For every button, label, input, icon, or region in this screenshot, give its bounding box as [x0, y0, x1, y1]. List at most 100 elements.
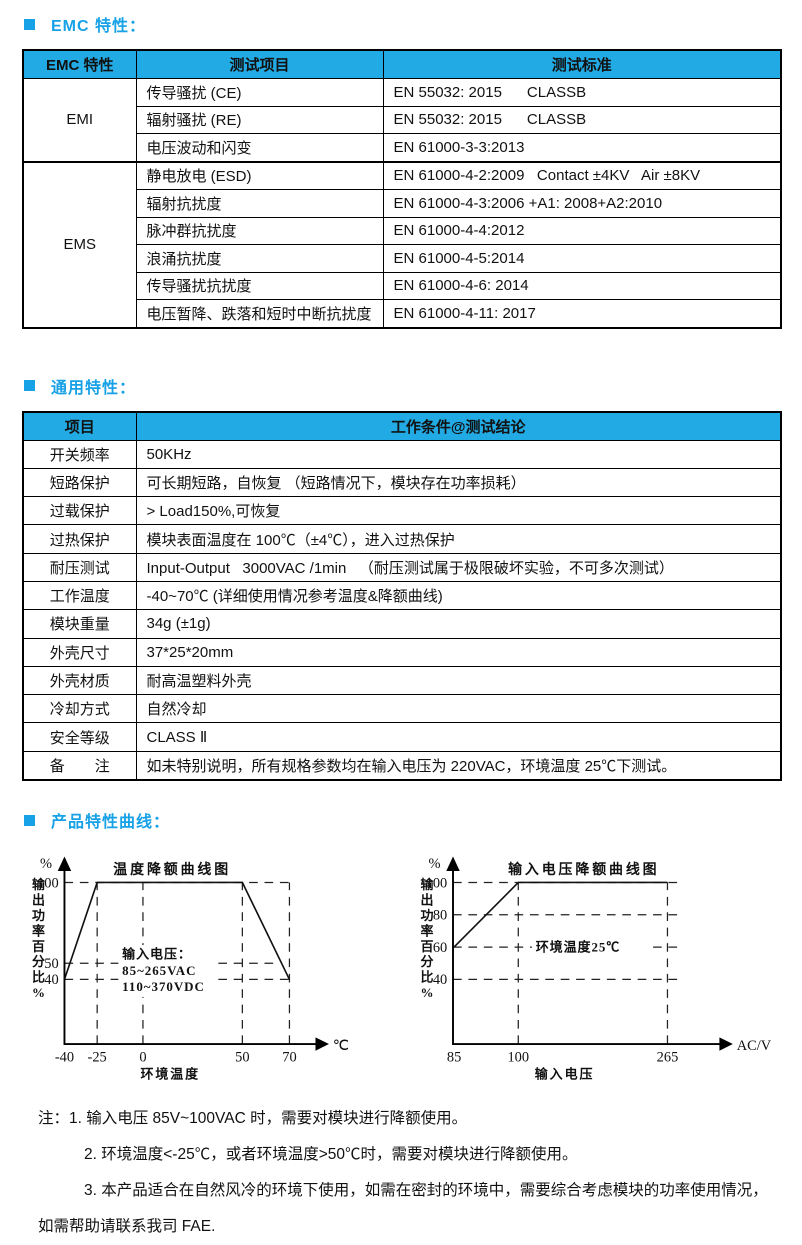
- svg-text:110~370VDC: 110~370VDC: [122, 979, 205, 994]
- square-bullet-icon: [24, 380, 35, 391]
- item-value-cell: 模块表面温度在 100℃（±4℃），进入过热保护: [135, 524, 782, 554]
- svg-text:率: 率: [32, 923, 47, 938]
- item-value-cell: > Load150%,可恢复: [135, 496, 782, 526]
- svg-text:100: 100: [426, 875, 448, 891]
- item-value-cell: 34g (±1g): [135, 609, 782, 639]
- svg-text:分: 分: [32, 954, 47, 969]
- svg-text:-25: -25: [88, 1049, 107, 1065]
- table-row: 外壳材质 耐高温塑料外壳: [22, 665, 782, 696]
- section-header-emc: EMC 特性：: [24, 12, 780, 36]
- section-general: 通用特性： 项目 工作条件@测试结论 开关频率 50KHz 短路保护 可长期短路，自恢复…: [22, 374, 782, 782]
- column-header: 测试标准: [382, 49, 782, 79]
- test-item-cell: 电压波动和闪变: [135, 133, 384, 162]
- general-table: 项目 工作条件@测试结论 开关频率 50KHz 短路保护 可长期短路，自恢复 （短路情况…: [22, 410, 782, 782]
- axis-arrow-right-icon: [315, 1037, 329, 1051]
- note-line-3: 3. 本产品适合在自然风冷的环境下使用，如需在密封的环境中，需要综合考虑模块的功…: [84, 1182, 768, 1200]
- svg-text:环境温度: 环境温度: [140, 1067, 200, 1082]
- square-bullet-icon: [24, 18, 35, 30]
- svg-text:%: %: [32, 985, 47, 1000]
- svg-text:0: 0: [139, 1049, 146, 1065]
- emc-table-header-row: EMC 特性 测试项目 测试标准: [22, 49, 782, 79]
- item-name-cell: 耐压测试: [22, 552, 137, 582]
- svg-text:265: 265: [657, 1049, 679, 1065]
- test-item-cell: 传导骚扰抗扰度: [135, 271, 384, 300]
- svg-text:功: 功: [421, 908, 436, 923]
- item-name-cell: 安全等级: [22, 722, 137, 752]
- svg-text:%: %: [421, 985, 436, 1000]
- svg-text:输入电压：: 输入电压：: [122, 947, 192, 962]
- item-name-cell: 备 注: [22, 750, 137, 781]
- table-row: 电压波动和闪变 EN 61000-3-3:2013: [23, 133, 782, 162]
- column-header: 项目: [22, 411, 137, 441]
- item-value-cell: 耐高温塑料外壳: [135, 665, 782, 696]
- item-name-cell: 过热保护: [22, 524, 137, 554]
- table-row: 脉冲群抗扰度 EN 61000-4-4:2012: [23, 216, 782, 245]
- svg-text:比: 比: [421, 970, 436, 985]
- svg-text:℃: ℃: [333, 1038, 349, 1054]
- item-name-cell: 冷却方式: [22, 694, 137, 724]
- table-row: 备 注如未特别说明，所有规格参数均在输入电压为 220VAC，环境温度 25℃下…: [22, 750, 782, 781]
- test-item-cell: 电压暂降、跌落和短时中断抗扰度: [135, 299, 384, 328]
- item-name-cell: 外壳尺寸: [22, 637, 137, 667]
- note-text-1: 1. 输入电压 85V~100VAC 时，需要对模块进行降额使用。: [69, 1110, 468, 1128]
- square-bullet-icon: [24, 814, 35, 826]
- note-line-1: 注：1. 输入电压 85V~100VAC 时，需要对模块进行降额使用。: [38, 1101, 780, 1137]
- section-curves: 产品特性曲线： 输入电压： 85~265VAC 110~370VDC 100 50 40-…: [22, 808, 780, 1095]
- svg-text:40: 40: [44, 972, 58, 988]
- svg-text:%: %: [40, 856, 52, 872]
- item-name-cell: 模块重量: [22, 609, 137, 639]
- notes-label: 注：: [38, 1110, 70, 1128]
- item-value-cell: -40~70℃ (详细使用情况参考温度&降额曲线): [135, 580, 782, 611]
- group-cell: EMS: [22, 160, 137, 328]
- test-standard-cell: EN 61000-4-4:2012: [382, 216, 782, 245]
- column-header: 工作条件@测试结论: [135, 411, 782, 441]
- svg-text:%: %: [428, 856, 440, 872]
- test-item-cell: 辐射骚扰 (RE): [135, 105, 384, 134]
- svg-text:AC/V: AC/V: [737, 1038, 772, 1054]
- item-value-cell: 自然冷却: [135, 694, 782, 724]
- table-row: 电压暂降、跌落和短时中断抗扰度 EN 61000-4-11: 2017: [23, 299, 782, 328]
- svg-text:百: 百: [421, 939, 436, 954]
- table-row: 过载保护 > Load150%,可恢复: [22, 496, 782, 526]
- svg-text:50: 50: [44, 956, 58, 972]
- svg-text:80: 80: [433, 908, 447, 924]
- general-table-header-row: 项目 工作条件@测试结论: [22, 411, 782, 441]
- section-emc: EMC 特性： EMC 特性 测试项目 测试标准 EMI 传导骚扰 (CE) EN 55…: [22, 12, 782, 329]
- emc-table: EMC 特性 测试项目 测试标准 EMI 传导骚扰 (CE) EN 55032: 201…: [22, 49, 782, 329]
- notes: 注：1. 输入电压 85V~100VAC 时，需要对模块进行降额使用。 2. 环…: [38, 1101, 780, 1245]
- svg-text:85~265VAC: 85~265VAC: [122, 963, 196, 978]
- table-row: 开关频率 50KHz: [22, 439, 782, 469]
- svg-text:率: 率: [421, 923, 436, 938]
- item-name-cell: 短路保护: [22, 467, 137, 498]
- svg-text:70: 70: [282, 1049, 296, 1065]
- svg-text:50: 50: [235, 1049, 249, 1065]
- item-name-cell: 过载保护: [22, 496, 137, 526]
- note-line-2: 2. 环境温度<-25℃，或者环境温度>50℃时，需要对模块进行降额使用。: [84, 1146, 578, 1164]
- test-standard-cell: EN 61000-4-5:2014: [382, 244, 782, 273]
- table-row: EMS 静电放电 (ESD) EN 61000-4-2:2009 Contact ±…: [22, 160, 782, 328]
- svg-text:输入电压降额曲线图: 输入电压降额曲线图: [508, 861, 659, 878]
- test-standard-cell: EN 55032: 2015 CLASSB: [382, 105, 782, 134]
- test-standard-cell: EN 61000-4-11: 2017: [382, 299, 782, 328]
- test-item-cell: 脉冲群抗扰度: [135, 216, 384, 245]
- svg-text:出: 出: [32, 893, 47, 908]
- svg-text:输: 输: [421, 877, 436, 892]
- axis-arrow-right-icon: [719, 1037, 733, 1051]
- svg-text:功: 功: [32, 908, 47, 923]
- table-row: 短路保护 可长期短路，自恢复 （短路情况下，模块存在功率损耗）: [22, 467, 782, 498]
- item-value-cell: 50KHz: [135, 439, 782, 469]
- axis-arrow-up-icon: [57, 856, 72, 872]
- svg-text:温度降额曲线图: 温度降额曲线图: [113, 861, 231, 878]
- item-value-cell: 37*25*20mm: [135, 637, 782, 667]
- column-header: 测试项目: [135, 49, 384, 79]
- svg-text:比: 比: [32, 970, 47, 985]
- table-row: 冷却方式 自然冷却: [22, 694, 782, 724]
- svg-text:输: 输: [32, 877, 47, 892]
- item-value-cell: Input-Output 3000VAC /1min （耐压测试属于极限破坏实验…: [135, 552, 782, 582]
- table-row: 工作温度 -40~70℃ (详细使用情况参考温度&降额曲线): [22, 580, 782, 611]
- table-row: 传导骚扰抗扰度 EN 61000-4-6: 2014: [23, 271, 782, 300]
- item-name-cell: 外壳材质: [22, 665, 137, 696]
